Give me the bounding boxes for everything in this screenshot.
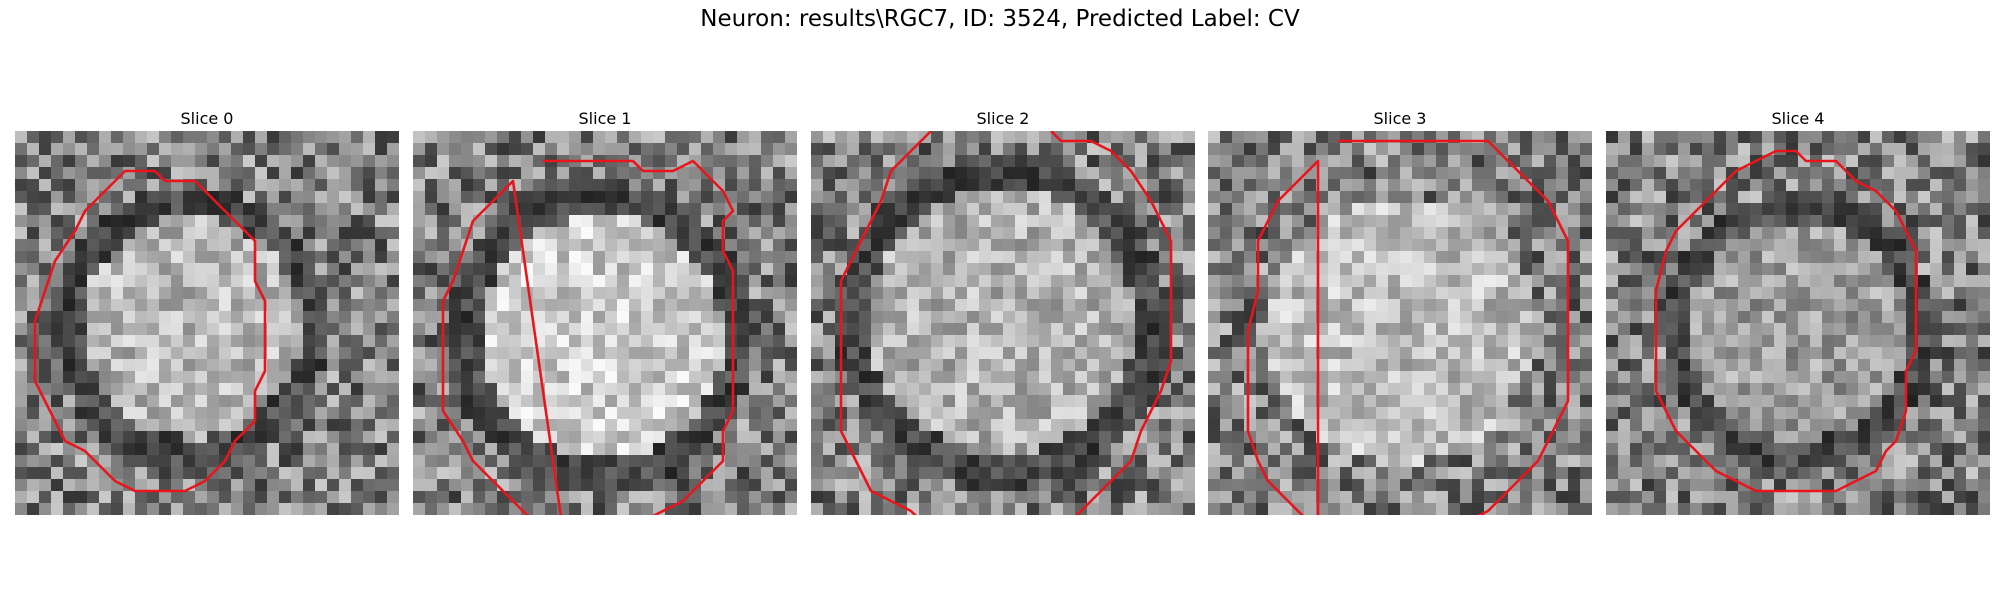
slice-image (811, 131, 1195, 515)
slice-heatmap (413, 131, 797, 515)
contour-line (33, 169, 267, 493)
contour-line (1654, 149, 1918, 493)
slice-title: Slice 0 (180, 109, 234, 128)
contour-line (1246, 139, 1570, 515)
contour-line (839, 131, 1173, 515)
slice-panel-0: Slice 0 (15, 107, 399, 515)
slice-panel-1: Slice 1 (413, 107, 797, 515)
slice-title: Slice 2 (976, 109, 1030, 128)
slice-image (15, 131, 399, 515)
slice-title: Slice 4 (1771, 109, 1825, 128)
slice-heatmap (1606, 131, 1990, 515)
slice-heatmap (811, 131, 1195, 515)
slice-heatmap (1208, 131, 1592, 515)
slice-panel-2: Slice 2 (811, 107, 1195, 515)
slice-panel-3: Slice 3 (1208, 107, 1592, 515)
slice-title: Slice 3 (1373, 109, 1427, 128)
slice-panel-4: Slice 4 (1606, 107, 1990, 515)
figure-title: Neuron: results\RGC7, ID: 3524, Predicte… (700, 6, 1300, 32)
slice-title: Slice 1 (578, 109, 632, 128)
slice-image (1606, 131, 1990, 515)
slice-heatmap (15, 131, 399, 515)
slice-image (1208, 131, 1592, 515)
contour-line (441, 159, 735, 515)
slice-image (413, 131, 797, 515)
